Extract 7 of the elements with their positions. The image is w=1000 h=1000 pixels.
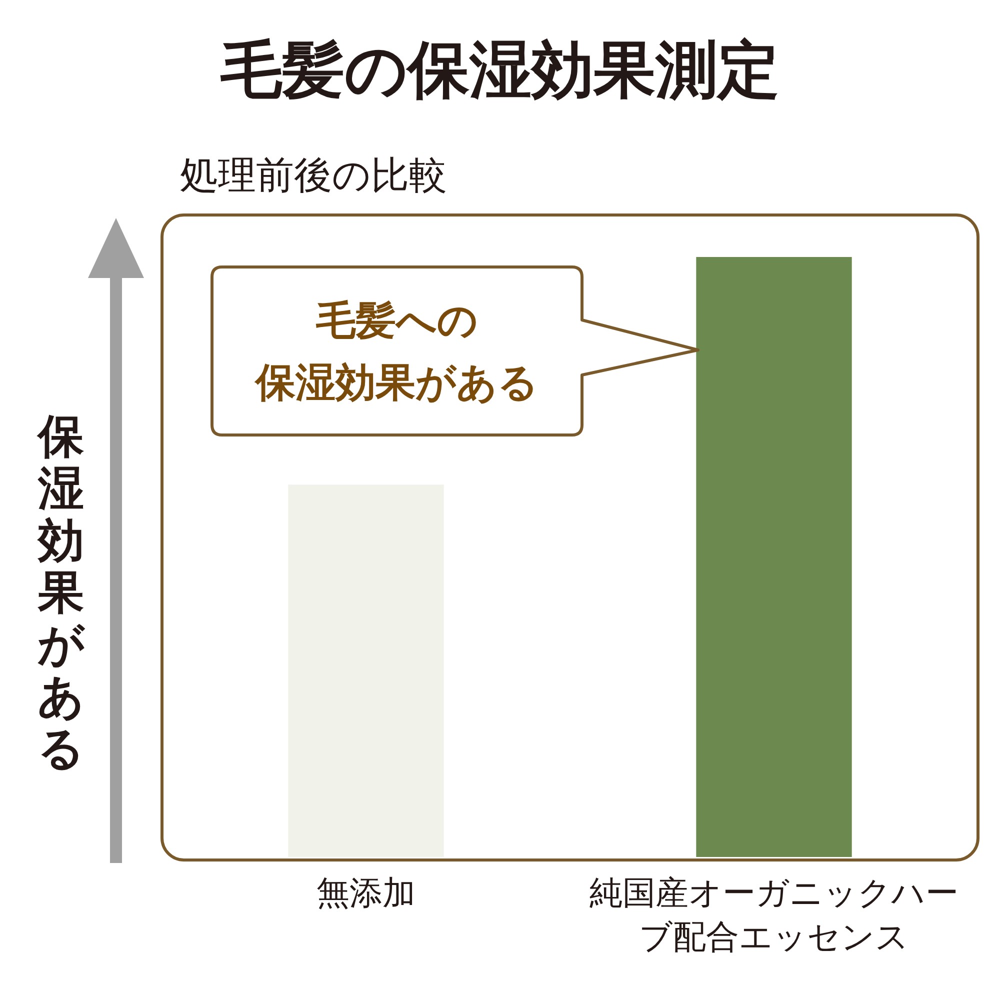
text: 毛髪への	[316, 298, 478, 344]
text: 保湿効果がある	[38, 409, 84, 775]
chart-title: 毛髪の保湿効果測定	[219, 32, 780, 108]
x-tick-label: 無添加	[316, 872, 416, 914]
chart-subtitle: 処理前後の比較	[180, 152, 447, 199]
y-axis-title: 保湿効果がある	[256, 360, 538, 406]
x-tick-label: 純国産オーガニックハーブ配合エッセンス	[588, 872, 960, 958]
